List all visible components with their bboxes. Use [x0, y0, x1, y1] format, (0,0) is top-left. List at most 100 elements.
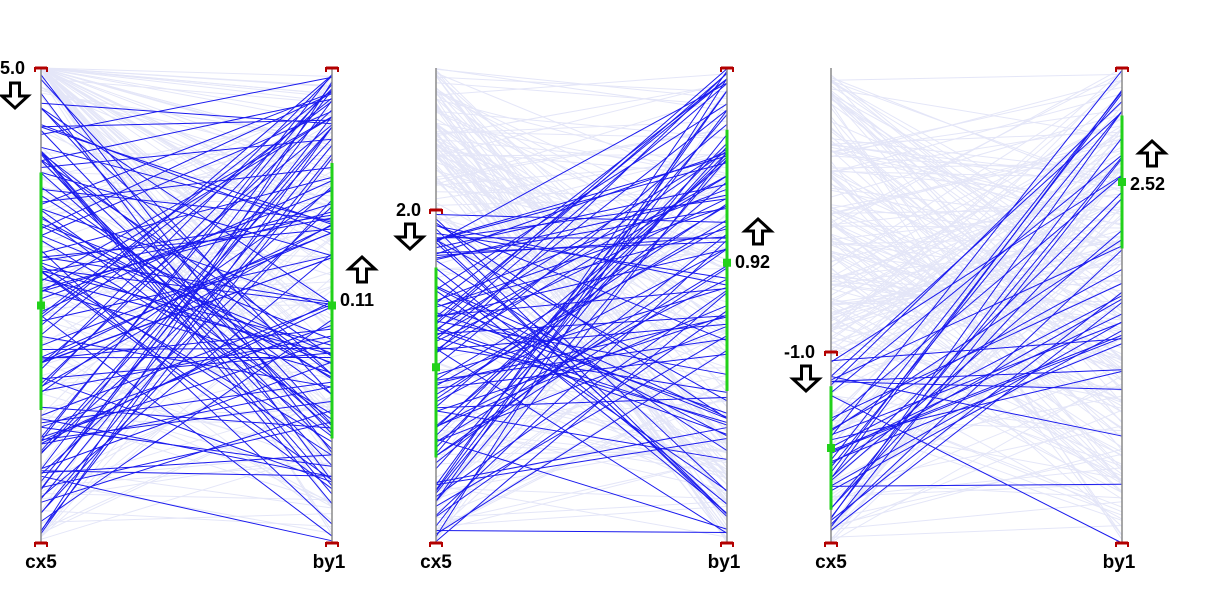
selected-line: [40, 289, 333, 374]
marker-up-arrow-icon[interactable]: [1135, 138, 1169, 168]
context-line: [830, 159, 1123, 338]
bottom-handle-by1[interactable]: [720, 541, 734, 547]
selected-line: [830, 298, 1123, 464]
context-line: [830, 305, 1123, 376]
selected-line: [830, 376, 1123, 437]
selected-line: [830, 321, 1123, 436]
threshold-handle-cx5[interactable]: [429, 208, 443, 214]
context-line: [40, 82, 333, 301]
context-line: [830, 361, 1123, 520]
context-line: [830, 79, 1123, 268]
selected-line: [435, 310, 728, 518]
selected-line: [435, 530, 728, 534]
selected-line: [40, 102, 333, 125]
brush-center-marker-by1[interactable]: [328, 301, 336, 310]
brush-center-marker-by1[interactable]: [723, 258, 731, 267]
brush-center-marker-by1[interactable]: [1118, 178, 1126, 186]
top-handle-by1[interactable]: [720, 66, 734, 72]
threshold-down-arrow-icon[interactable]: [789, 364, 823, 394]
context-line: [830, 240, 1123, 286]
selected-line: [40, 115, 333, 490]
context-line: [40, 112, 333, 222]
axis-label-cx5: cx5: [420, 552, 452, 573]
selected-line: [40, 214, 333, 262]
context-line: [830, 131, 1123, 145]
context-line: [830, 315, 1123, 500]
brush-center-marker-cx5[interactable]: [37, 301, 45, 310]
bottom-handle-by1[interactable]: [1115, 541, 1129, 547]
context-line: [830, 138, 1123, 174]
selected-line: [435, 337, 728, 423]
context-line: [435, 161, 728, 269]
threshold-down-arrow-icon[interactable]: [0, 81, 32, 111]
selected-line: [40, 470, 333, 477]
selected-line: [435, 316, 728, 384]
context-line: [830, 338, 1123, 483]
top-handle-by1[interactable]: [1115, 66, 1129, 72]
selected-line: [40, 75, 333, 370]
threshold-handle-cx5[interactable]: [34, 66, 48, 72]
panel-3: -1.0 2.52 cx5 by1: [784, 66, 1169, 573]
selected-lines: [830, 70, 1123, 544]
selected-line: [435, 152, 728, 448]
bottom-handle-cx5[interactable]: [429, 541, 443, 547]
context-line: [40, 135, 333, 332]
selected-line: [435, 233, 728, 464]
selected-line: [435, 78, 728, 538]
context-line: [435, 429, 728, 462]
selected-line: [435, 158, 728, 502]
bottom-handle-by1[interactable]: [325, 541, 339, 547]
context-line: [40, 67, 333, 271]
context-line: [830, 128, 1123, 351]
selected-line: [830, 154, 1123, 394]
brush-center-marker-cx5[interactable]: [827, 444, 835, 452]
bottom-handle-cx5[interactable]: [824, 541, 838, 547]
marker-value-label: 2.52: [1130, 174, 1165, 194]
context-line: [40, 509, 333, 528]
context-line: [435, 247, 728, 303]
threshold-down-arrow-icon[interactable]: [393, 222, 427, 252]
selected-line: [435, 109, 728, 340]
selected-line: [435, 224, 728, 387]
selected-line: [40, 257, 333, 364]
marker-up-arrow-icon[interactable]: [345, 254, 379, 284]
selected-line: [40, 138, 333, 455]
selected-line: [435, 427, 728, 484]
selected-line: [830, 137, 1123, 518]
selected-line: [40, 144, 333, 500]
selected-line: [435, 290, 728, 492]
selected-line: [435, 203, 728, 400]
selected-line: [435, 78, 728, 304]
selected-line: [435, 73, 728, 325]
brush-center-marker-cx5[interactable]: [432, 363, 440, 372]
context-line: [435, 151, 728, 312]
selected-line: [40, 101, 333, 318]
selected-line: [40, 124, 333, 235]
selected-line: [435, 396, 728, 409]
axis-label-by1: by1: [708, 552, 741, 573]
marker-value-label: 0.11: [340, 290, 374, 310]
context-line: [830, 93, 1123, 173]
selected-line: [40, 146, 333, 223]
selected-line: [830, 343, 1123, 463]
context-line: [40, 89, 333, 164]
marker-up-arrow-icon[interactable]: [741, 216, 775, 246]
bottom-handle-cx5[interactable]: [34, 541, 48, 547]
selected-line: [40, 347, 333, 350]
context-line: [830, 72, 1123, 223]
context-line: [830, 139, 1123, 416]
selected-line: [435, 236, 728, 257]
selected-line: [40, 110, 333, 237]
context-line: [40, 67, 333, 103]
selected-line: [40, 209, 333, 420]
context-line: [830, 140, 1123, 372]
context-line: [40, 131, 333, 214]
selected-line: [435, 329, 728, 435]
context-line: [830, 307, 1123, 485]
context-line: [830, 186, 1123, 262]
threshold-handle-cx5[interactable]: [824, 350, 838, 356]
context-line: [830, 90, 1123, 320]
top-handle-by1[interactable]: [325, 66, 339, 72]
threshold-label: 2.0: [396, 200, 421, 220]
context-line: [40, 67, 333, 98]
